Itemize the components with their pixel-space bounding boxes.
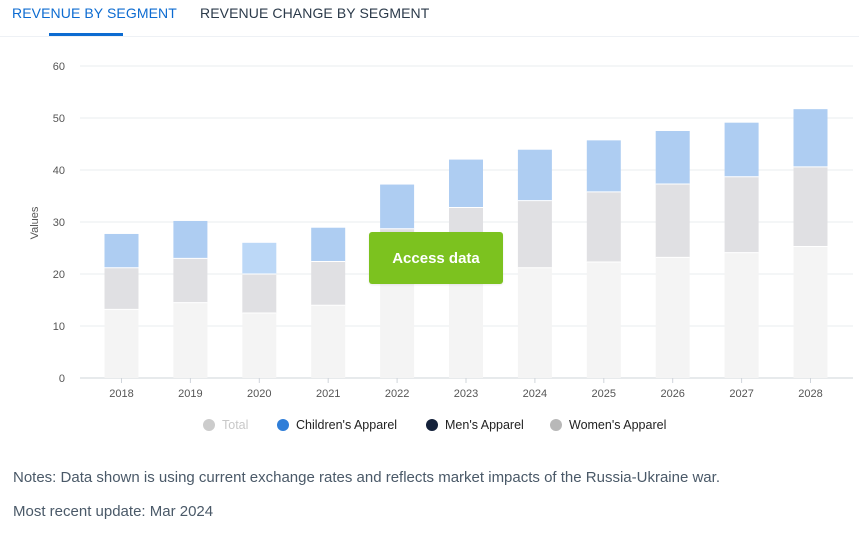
bar-2027-segment-1[interactable]: [724, 252, 759, 378]
bar-2026-segment-2[interactable]: [655, 184, 690, 258]
x-tick-label-2024: 2024: [523, 388, 547, 400]
y-tick-label-40: 40: [53, 165, 65, 177]
x-tick-label-2020: 2020: [247, 388, 271, 400]
legend-item-womens-apparel[interactable]: Women's Apparel: [550, 418, 666, 432]
bar-2028-segment-1[interactable]: [793, 246, 828, 378]
y-axis-label: Values: [29, 206, 41, 239]
bar-2023-segment-1[interactable]: [449, 275, 483, 378]
bars: [104, 109, 828, 378]
x-tick-label-2025: 2025: [592, 388, 616, 400]
x-axis-ticks: 2018 2019 2020 2021 2022 2023 2024 2025 2026 2027…: [109, 378, 823, 400]
bar-2021-segment-2[interactable]: [311, 261, 346, 306]
x-tick-label-2022: 2022: [385, 388, 409, 400]
bar-2026-segment-1[interactable]: [655, 257, 690, 378]
chart-notes: Notes: Data shown is using current excha…: [13, 469, 720, 486]
tab-revenue-change-by-segment[interactable]: REVENUE CHANGE BY SEGMENT: [200, 5, 430, 21]
legend-label-total: Total: [222, 418, 249, 432]
chart-legend: Total Children's Apparel Men's Apparel W…: [0, 416, 859, 436]
legend-label-womens-apparel: Women's Apparel: [569, 418, 667, 432]
bar-2028-segment-2[interactable]: [793, 166, 828, 247]
bar-2024-segment-1[interactable]: [517, 267, 552, 378]
bar-2024-segment-2[interactable]: [517, 200, 552, 268]
y-tick-label-60: 60: [53, 61, 65, 73]
bar-2025-segment-2[interactable]: [586, 191, 621, 263]
y-tick-label-30: 30: [53, 217, 65, 229]
y-tick-label-20: 20: [53, 269, 65, 281]
bar-2026-segment-3[interactable]: [655, 131, 690, 185]
bar-2018-segment-2[interactable]: [104, 267, 139, 310]
bar-2027-segment-3[interactable]: [724, 122, 759, 177]
bar-2022-segment-1[interactable]: [380, 281, 415, 378]
x-tick-label-2023: 2023: [454, 388, 478, 400]
bar-2020-segment-2[interactable]: [242, 274, 277, 313]
legend-dot-total: [203, 419, 215, 431]
bar-2019-segment-2[interactable]: [173, 258, 208, 303]
active-tab-underline: [49, 33, 123, 36]
legend-label-childrens-apparel: Children's Apparel: [296, 418, 398, 432]
bar-2021-segment-1[interactable]: [311, 305, 346, 378]
bar-2020-segment-3[interactable]: [242, 242, 277, 274]
access-data-button[interactable]: Access data: [369, 232, 503, 284]
legend-dot-childrens-apparel: [277, 419, 289, 431]
legend-dot-mens-apparel: [426, 419, 438, 431]
bar-2027-segment-2[interactable]: [724, 176, 759, 253]
legend-item-mens-apparel[interactable]: Men's Apparel: [426, 418, 524, 432]
y-tick-label-50: 50: [53, 113, 65, 125]
most-recent-update: Most recent update: Mar 2024: [13, 503, 214, 520]
bar-2025-segment-1[interactable]: [586, 262, 621, 378]
legend-item-childrens-apparel[interactable]: Children's Apparel: [277, 418, 397, 432]
y-tick-label-0: 0: [59, 373, 65, 385]
bar-2025-segment-3[interactable]: [586, 140, 621, 192]
legend-dot-womens-apparel: [550, 419, 562, 431]
x-tick-label-2026: 2026: [660, 388, 684, 400]
y-tick-label-10: 10: [53, 321, 65, 333]
legend-item-total[interactable]: Total: [203, 418, 248, 432]
x-tick-label-2028: 2028: [798, 388, 822, 400]
bar-2022-segment-3[interactable]: [380, 184, 415, 229]
legend-label-mens-apparel: Men's Apparel: [445, 418, 524, 432]
bar-2024-segment-3[interactable]: [517, 149, 552, 201]
bar-2019-segment-3[interactable]: [173, 220, 208, 259]
x-tick-label-2021: 2021: [316, 388, 340, 400]
bar-2021-segment-3[interactable]: [311, 227, 346, 262]
x-tick-label-2018: 2018: [109, 388, 133, 400]
bar-2018-segment-1[interactable]: [104, 309, 139, 378]
bar-2019-segment-1[interactable]: [173, 302, 208, 378]
segment-tabs: REVENUE BY SEGMENT REVENUE CHANGE BY SEG…: [0, 0, 859, 37]
tab-revenue-by-segment[interactable]: REVENUE BY SEGMENT: [12, 5, 177, 21]
x-tick-label-2019: 2019: [178, 388, 202, 400]
x-tick-label-2027: 2027: [729, 388, 753, 400]
bar-2023-segment-3[interactable]: [449, 159, 483, 208]
bar-2018-segment-3[interactable]: [104, 233, 139, 268]
bar-2020-segment-1[interactable]: [242, 313, 277, 378]
y-axis-ticks: 0 10 20 30 40 50 60: [53, 61, 65, 385]
bar-2028-segment-3[interactable]: [793, 109, 828, 167]
grid-lines: [80, 65, 853, 379]
